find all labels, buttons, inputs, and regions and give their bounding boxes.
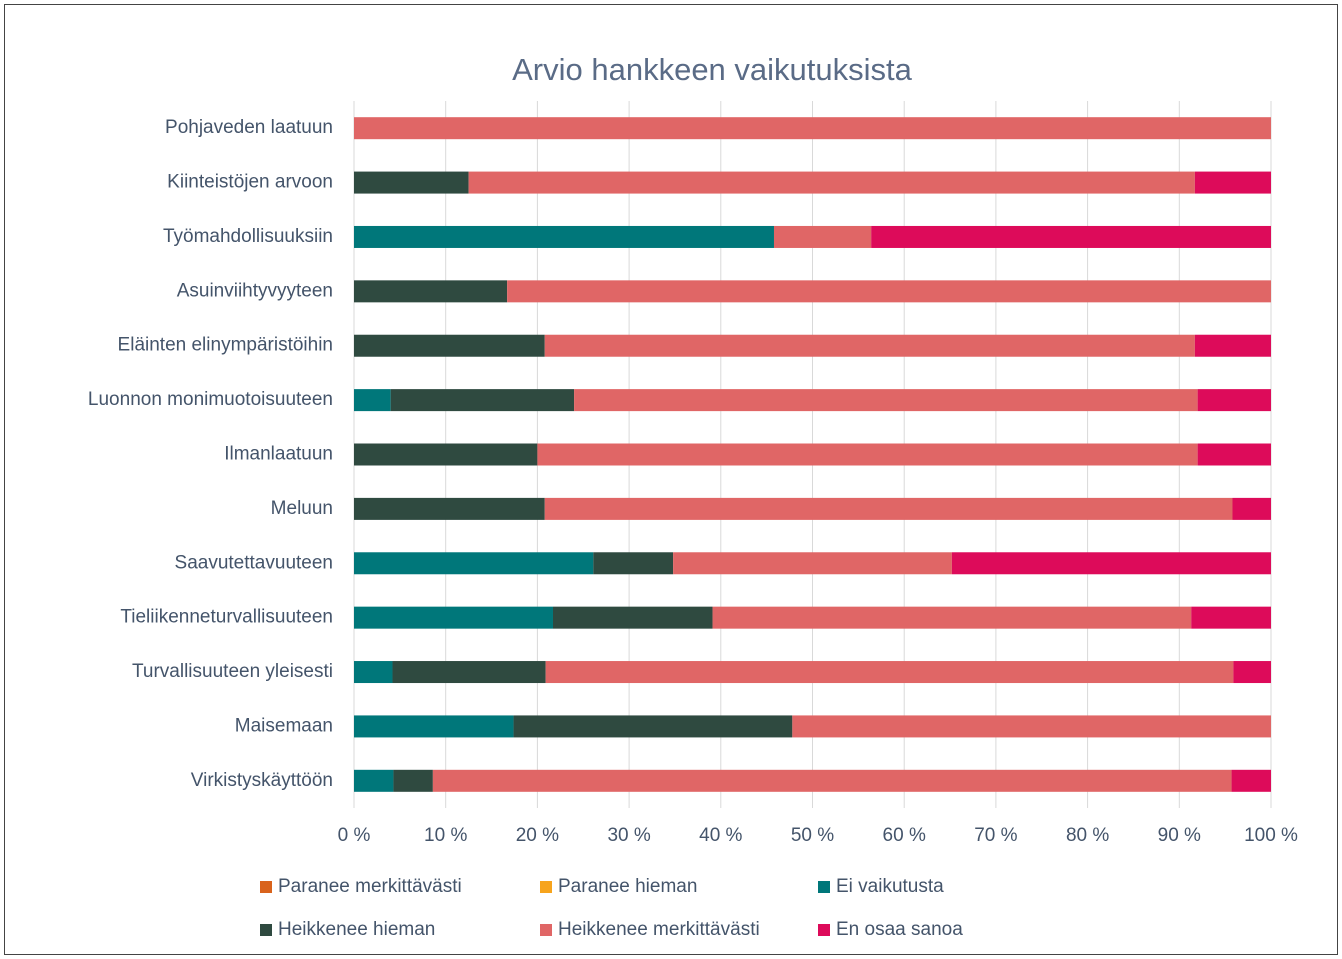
bar-segment xyxy=(545,661,1234,684)
legend-label: Paranee hieman xyxy=(558,876,697,897)
x-tick-label: 100 % xyxy=(1244,825,1298,846)
x-tick-label: 0 % xyxy=(338,825,371,846)
y-tick-label: Maisemaan xyxy=(235,715,333,736)
bar-segment xyxy=(354,497,545,520)
legend-swatch xyxy=(818,881,830,893)
y-tick-label: Virkistyskäyttöön xyxy=(191,770,333,791)
legend-label: Ei vaikutusta xyxy=(836,876,944,897)
bar-segment xyxy=(1231,769,1271,792)
bar-segment xyxy=(354,225,774,248)
bar-segment xyxy=(393,769,433,792)
x-tick-label: 90 % xyxy=(1158,825,1201,846)
x-tick-label: 80 % xyxy=(1066,825,1109,846)
x-tick-label: 10 % xyxy=(424,825,467,846)
bar-segment xyxy=(354,606,553,629)
legend-swatch xyxy=(540,924,552,936)
legend-label: Heikkenee merkittävästi xyxy=(558,919,760,940)
bar-segment xyxy=(544,334,1195,357)
chart-title: Arvio hankkeen vaikutuksista xyxy=(512,52,913,87)
bar-segment xyxy=(574,389,1198,412)
bar-segment xyxy=(354,334,545,357)
bar-segment xyxy=(432,769,1232,792)
bar-segment xyxy=(871,225,1271,248)
x-tick-label: 70 % xyxy=(974,825,1017,846)
bar-segment xyxy=(354,443,538,466)
bar-segment xyxy=(552,606,713,629)
x-tick-label: 40 % xyxy=(699,825,742,846)
bar-segment xyxy=(513,715,793,738)
y-tick-label: Saavutettavuuteen xyxy=(175,552,333,573)
bar-segment xyxy=(1197,443,1271,466)
bar-segment xyxy=(1197,389,1271,412)
bar-segment xyxy=(392,661,546,684)
bar-segment xyxy=(712,606,1192,629)
chart-border xyxy=(4,4,1338,955)
legend-swatch xyxy=(260,881,272,893)
bar-segment xyxy=(544,497,1233,520)
bar-segment xyxy=(537,443,1198,466)
bar-segment xyxy=(390,389,575,412)
bar-segment xyxy=(354,552,594,575)
legend-label: En osaa sanoa xyxy=(836,919,963,940)
y-tick-label: Tieliikenneturvallisuuteen xyxy=(120,607,333,628)
legend-swatch xyxy=(540,881,552,893)
bar-segment xyxy=(773,225,872,248)
bar-segment xyxy=(1232,497,1271,520)
x-tick-label: 20 % xyxy=(516,825,559,846)
y-tick-label: Eläinten elinympäristöihin xyxy=(118,335,333,356)
y-tick-label: Meluun xyxy=(271,498,333,519)
bar-segment xyxy=(354,171,469,194)
bar-segment xyxy=(507,280,1271,303)
legend-label: Paranee merkittävästi xyxy=(278,876,462,897)
bar-segment xyxy=(468,171,1195,194)
y-tick-label: Asuinviihtyvyyteen xyxy=(177,280,333,301)
x-tick-label: 30 % xyxy=(607,825,650,846)
bar-segment xyxy=(354,769,394,792)
y-tick-label: Pohjaveden laatuun xyxy=(165,117,333,138)
legend-swatch xyxy=(818,924,830,936)
x-tick-label: 60 % xyxy=(883,825,926,846)
bar-segment xyxy=(1194,334,1271,357)
x-tick-label: 50 % xyxy=(791,825,834,846)
bar-segment xyxy=(673,552,952,575)
bar-segment xyxy=(1233,661,1271,684)
bar-segment xyxy=(1191,606,1271,629)
y-tick-label: Työmahdollisuuksiin xyxy=(163,226,333,247)
legend-swatch xyxy=(260,924,272,936)
bar-segment xyxy=(951,552,1271,575)
bar-segment xyxy=(354,389,391,412)
y-tick-label: Luonnon monimuotoisuuteen xyxy=(88,389,333,410)
y-tick-label: Ilmanlaatuun xyxy=(224,444,333,465)
bar-segment xyxy=(792,715,1271,738)
y-tick-label: Turvallisuuteen yleisesti xyxy=(132,661,333,682)
y-tick-label: Kiinteistöjen arvoon xyxy=(167,172,333,193)
bar-segment xyxy=(593,552,674,575)
bar-segment xyxy=(354,661,393,684)
legend-label: Heikkenee hieman xyxy=(278,919,435,940)
bar-segment xyxy=(354,117,1271,140)
bar-segment xyxy=(354,280,508,303)
bar-segment xyxy=(354,715,514,738)
bar-segment xyxy=(1194,171,1271,194)
